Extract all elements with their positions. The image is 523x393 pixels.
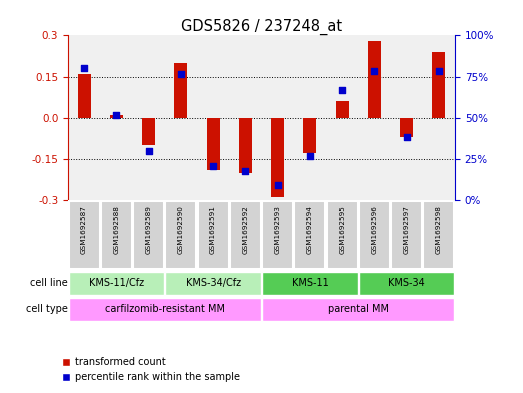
Text: carfilzomib-resistant MM: carfilzomib-resistant MM	[105, 304, 225, 314]
FancyBboxPatch shape	[101, 201, 132, 269]
Text: KMS-11/Cfz: KMS-11/Cfz	[89, 279, 144, 288]
Text: GSM1692589: GSM1692589	[145, 205, 152, 254]
FancyBboxPatch shape	[424, 201, 454, 269]
Bar	[239, 118, 252, 173]
Text: GSM1692594: GSM1692594	[307, 205, 313, 254]
Text: KMS-34: KMS-34	[388, 279, 425, 288]
Point	[241, 168, 249, 174]
Text: GSM1692597: GSM1692597	[404, 205, 410, 254]
Point	[80, 65, 88, 72]
FancyBboxPatch shape	[391, 201, 422, 269]
Text: GSM1692587: GSM1692587	[81, 205, 87, 254]
FancyBboxPatch shape	[294, 201, 325, 269]
Point	[144, 147, 153, 154]
Bar	[78, 74, 90, 118]
FancyBboxPatch shape	[69, 298, 261, 321]
Bar	[142, 118, 155, 145]
Point	[338, 87, 346, 94]
Bar	[207, 118, 220, 170]
Bar	[303, 118, 316, 153]
FancyBboxPatch shape	[262, 272, 358, 295]
Bar	[368, 41, 381, 118]
Bar	[175, 63, 187, 118]
Legend: transformed count, percentile rank within the sample: transformed count, percentile rank withi…	[57, 354, 244, 386]
Bar	[271, 118, 284, 197]
Point	[112, 112, 120, 118]
Title: GDS5826 / 237248_at: GDS5826 / 237248_at	[181, 19, 342, 35]
Text: KMS-34/Cfz: KMS-34/Cfz	[186, 279, 241, 288]
Text: GSM1692590: GSM1692590	[178, 205, 184, 254]
FancyBboxPatch shape	[198, 201, 229, 269]
FancyBboxPatch shape	[262, 298, 454, 321]
FancyBboxPatch shape	[133, 201, 164, 269]
Text: GSM1692596: GSM1692596	[371, 205, 378, 254]
Text: cell type: cell type	[26, 304, 68, 314]
Point	[274, 182, 282, 188]
Text: KMS-11: KMS-11	[291, 279, 328, 288]
Text: GSM1692592: GSM1692592	[242, 205, 248, 254]
FancyBboxPatch shape	[327, 201, 358, 269]
FancyBboxPatch shape	[69, 272, 164, 295]
Bar	[336, 101, 348, 118]
FancyBboxPatch shape	[165, 201, 196, 269]
Point	[305, 153, 314, 159]
Bar	[433, 52, 445, 118]
Text: parental MM: parental MM	[328, 304, 389, 314]
FancyBboxPatch shape	[262, 201, 293, 269]
Point	[435, 68, 443, 74]
FancyBboxPatch shape	[230, 201, 261, 269]
Text: GSM1692588: GSM1692588	[113, 205, 119, 254]
Point	[177, 71, 185, 77]
Text: GSM1692598: GSM1692598	[436, 205, 442, 254]
FancyBboxPatch shape	[165, 272, 261, 295]
Point	[403, 134, 411, 140]
FancyBboxPatch shape	[359, 272, 454, 295]
Point	[370, 68, 379, 74]
Text: cell line: cell line	[30, 279, 68, 288]
FancyBboxPatch shape	[359, 201, 390, 269]
Text: GSM1692595: GSM1692595	[339, 205, 345, 254]
FancyBboxPatch shape	[69, 201, 99, 269]
Bar	[110, 115, 123, 118]
Bar	[400, 118, 413, 137]
Text: GSM1692593: GSM1692593	[275, 205, 281, 254]
Point	[209, 163, 218, 169]
Text: GSM1692591: GSM1692591	[210, 205, 216, 254]
